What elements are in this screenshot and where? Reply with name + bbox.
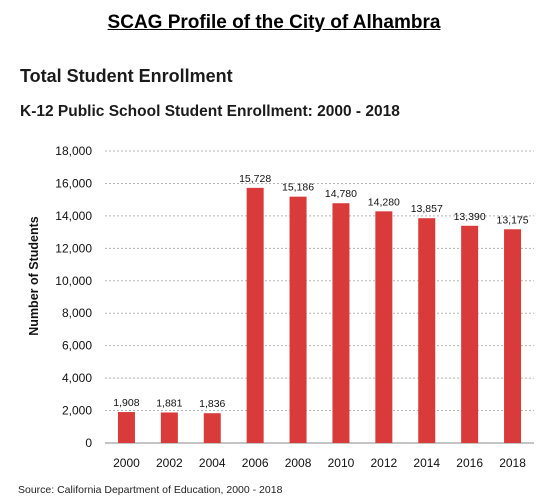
x-axis-ticks: 2000 2002 2004 2006 2008 2010 2012 2014 2016 2018 (113, 456, 526, 470)
bar-2018 (504, 229, 522, 443)
bar-2000 (117, 412, 135, 443)
x-tick-label-2012: 2012 (370, 456, 397, 470)
data-label-2012: 14,280 (368, 196, 400, 208)
y-tick-label: 2,000 (62, 404, 92, 418)
x-tick-label-2010: 2010 (328, 456, 355, 470)
x-tick-label-2004: 2004 (199, 456, 226, 470)
x-tick-label-2018: 2018 (499, 456, 526, 470)
data-label-2016: 13,390 (454, 211, 486, 223)
bars (117, 187, 522, 443)
y-tick-label: 12,000 (55, 241, 92, 255)
x-tick-label-2014: 2014 (413, 456, 440, 470)
y-axis-ticks: 0 2,000 4,000 6,000 8,000 10,000 12,000 14,000 1… (55, 144, 92, 450)
bar-2014 (418, 218, 436, 443)
y-tick-label: 16,000 (55, 176, 92, 190)
x-tick-label-2016: 2016 (456, 456, 483, 470)
x-tick-label-2006: 2006 (242, 456, 269, 470)
data-label-2004: 1,836 (199, 398, 225, 410)
y-tick-label: 0 (85, 436, 92, 450)
bar-2002 (160, 412, 178, 443)
y-tick-label: 14,000 (55, 209, 92, 223)
data-label-2014: 13,857 (411, 203, 443, 215)
data-label-2010: 14,780 (325, 188, 357, 200)
x-tick-label-2008: 2008 (285, 456, 312, 470)
y-tick-label: 18,000 (55, 144, 92, 158)
x-tick-label-2000: 2000 (113, 456, 140, 470)
section-title: Total Student Enrollment (20, 66, 233, 86)
bar-2016 (461, 225, 479, 443)
y-tick-label: 4,000 (62, 371, 92, 385)
bar-2010 (332, 203, 350, 443)
data-labels: 1,908 1,881 1,836 15,728 15,186 14,780 14,280 1… (113, 173, 528, 410)
chart-title: K-12 Public School Student Enrollment: 2… (20, 103, 400, 120)
bar-2008 (289, 196, 307, 443)
data-label-2006: 15,728 (239, 173, 271, 185)
x-tick-label-2002: 2002 (156, 456, 183, 470)
data-label-2000: 1,908 (113, 397, 139, 409)
bar-2006 (246, 187, 264, 443)
data-label-2008: 15,186 (282, 182, 314, 194)
y-tick-label: 6,000 (62, 339, 92, 353)
bar-2012 (375, 211, 393, 443)
source-note: Source: California Department of Educati… (18, 484, 283, 496)
bar-2004 (203, 413, 221, 443)
y-axis-label: Number of Students (27, 216, 41, 335)
y-tick-label: 8,000 (62, 306, 92, 320)
data-label-2018: 13,175 (496, 214, 528, 226)
data-label-2002: 1,881 (156, 397, 182, 409)
y-tick-label: 10,000 (55, 274, 92, 288)
document-title: SCAG Profile of the City of Alhambra (107, 12, 441, 33)
